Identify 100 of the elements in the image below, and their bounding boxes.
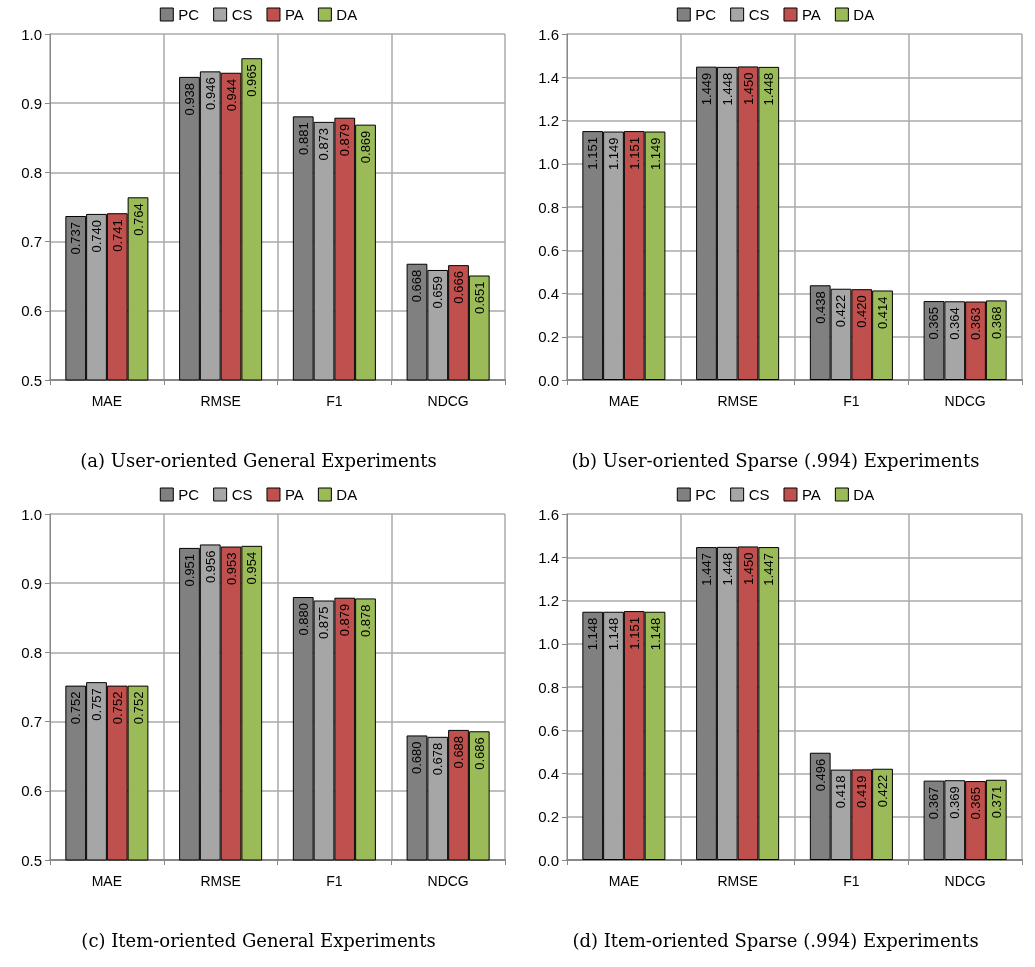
data-label: 0.680 [409, 741, 425, 774]
x-tick-label: MAE [91, 393, 123, 409]
legend-label: PC [695, 486, 717, 503]
x-tick-label: F1 [326, 393, 343, 409]
data-label: 0.880 [295, 603, 311, 636]
y-tick-label: 1.0 [538, 635, 559, 653]
text: (a) User-oriented General Experiments [80, 449, 437, 471]
data-label: 0.752 [130, 691, 146, 725]
data-label: 0.420 [854, 295, 870, 328]
data-label: 0.878 [358, 604, 374, 637]
y-tick-label: 0.9 [21, 574, 42, 592]
data-label: 0.414 [875, 296, 891, 330]
data-label: 0.369 [947, 786, 963, 819]
data-label: 0.881 [295, 122, 311, 155]
data-label: 1.151 [585, 137, 601, 170]
y-tick-label: 0.8 [21, 163, 42, 181]
data-label: 0.956 [202, 550, 218, 583]
data-label: 1.151 [626, 617, 642, 650]
y-tick-label: 0.8 [21, 643, 42, 661]
y-tick-label: 0.7 [21, 713, 42, 731]
y-tick-label: 0.7 [21, 233, 42, 251]
data-label: 0.678 [430, 742, 446, 776]
legend-label: DA [853, 6, 875, 23]
y-tick-label: 0.4 [538, 765, 559, 782]
y-tick-label: 1.2 [538, 112, 559, 129]
y-tick-label: 0.9 [21, 94, 42, 112]
x-tick-label: RMSE [717, 393, 758, 409]
data-label: 0.875 [316, 606, 332, 640]
data-label: 0.363 [968, 307, 983, 341]
data-label: 0.752 [68, 691, 84, 725]
data-label: 1.149 [606, 137, 621, 171]
y-tick-label: 0.2 [538, 808, 559, 826]
x-tick-label: F1 [843, 873, 860, 889]
data-label: 0.371 [988, 785, 1004, 819]
y-tick-label: 0.8 [538, 678, 559, 696]
y-tick-label: 0.2 [538, 328, 559, 346]
data-label: 1.448 [761, 72, 777, 106]
text: (d) Item-oriented Sparse (.994) Experiments [572, 929, 979, 951]
data-label: 0.422 [833, 294, 849, 328]
data-label: 1.148 [606, 617, 621, 651]
data-label: 0.740 [89, 219, 104, 253]
data-label: 1.450 [740, 72, 756, 105]
y-tick-label: 1.6 [538, 505, 559, 523]
data-label: 0.873 [316, 127, 332, 161]
x-tick-label: RMSE [200, 873, 241, 889]
x-tick-label: RMSE [200, 393, 241, 409]
y-tick-label: 0.6 [21, 782, 42, 800]
data-label: 0.764 [130, 203, 146, 236]
legend-label: DA [336, 6, 358, 23]
text: (b) User-oriented Sparse (.994) Experiments [571, 449, 980, 471]
data-label: 0.944 [223, 78, 239, 112]
legend-label: CS [748, 6, 770, 23]
data-label: 0.438 [812, 291, 828, 324]
y-tick-label: 1.0 [538, 155, 559, 173]
y-tick-label: 1.4 [538, 68, 559, 86]
legend-label: PA [801, 486, 821, 503]
data-label: 1.148 [647, 617, 663, 651]
data-label: 1.449 [698, 72, 714, 106]
x-tick-label: MAE [91, 873, 123, 889]
data-label: 0.938 [181, 82, 197, 116]
y-tick-label: 1.2 [538, 592, 559, 609]
legend-label: PA [801, 6, 821, 23]
x-tick-label: MAE [608, 393, 640, 409]
y-tick-label: 0.0 [538, 851, 559, 869]
x-tick-label: NDCG [427, 393, 469, 409]
data-label: 0.659 [430, 275, 446, 309]
x-tick-label: MAE [608, 873, 640, 889]
data-label: 0.668 [409, 269, 425, 303]
data-label: 0.365 [968, 787, 983, 820]
legend-label: PA [284, 6, 304, 23]
data-label: 0.752 [109, 691, 125, 725]
data-label: 0.946 [202, 77, 218, 110]
data-label: 0.869 [358, 130, 374, 164]
legend-label: PA [284, 486, 304, 503]
data-label: 0.757 [89, 688, 104, 721]
y-tick-label: 1.0 [21, 505, 42, 523]
legend-label: PC [695, 6, 717, 23]
data-label: 0.879 [337, 123, 353, 157]
data-label: 0.496 [812, 758, 828, 792]
data-label: 0.418 [833, 775, 849, 809]
y-tick-label: 0.6 [21, 302, 42, 320]
legend-label: CS [748, 486, 770, 503]
legend-label: CS [231, 486, 253, 503]
y-tick-label: 0.5 [21, 851, 42, 869]
y-tick-label: 0.0 [538, 371, 559, 389]
x-tick-label: F1 [326, 873, 343, 889]
data-label: 0.737 [68, 222, 84, 255]
data-label: 0.879 [337, 603, 353, 637]
data-label: 0.422 [875, 774, 891, 808]
data-label: 1.151 [626, 137, 642, 170]
data-label: 0.951 [181, 553, 197, 587]
y-tick-label: 1.4 [538, 548, 559, 566]
data-label: 1.447 [698, 553, 714, 586]
y-tick-label: 0.8 [538, 198, 559, 216]
y-tick-label: 0.4 [538, 285, 559, 302]
x-tick-label: NDCG [427, 873, 469, 889]
y-tick-label: 0.6 [538, 721, 559, 739]
data-label: 0.953 [223, 552, 239, 586]
legend-label: CS [231, 6, 253, 23]
data-label: 0.686 [471, 737, 487, 770]
